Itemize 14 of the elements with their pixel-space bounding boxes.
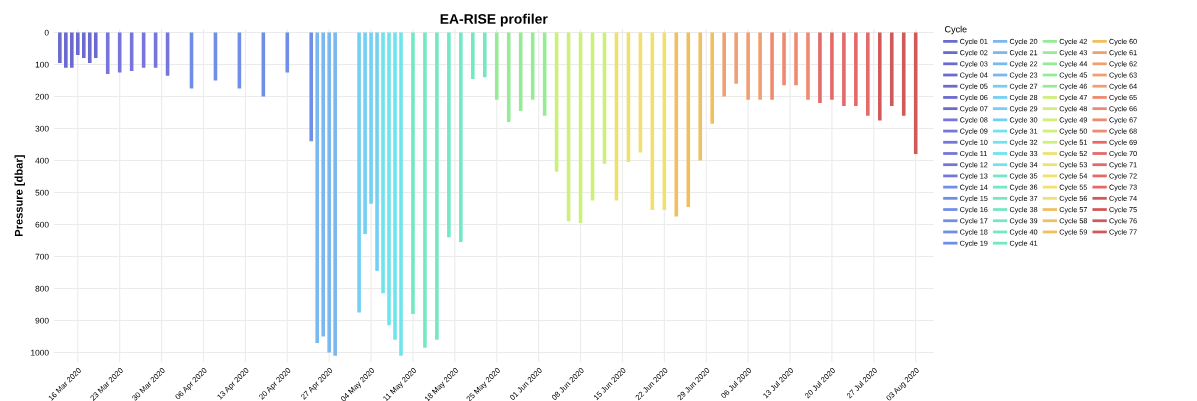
y-tick-label: 900 [35, 317, 49, 324]
y-tick-label: 500 [35, 189, 49, 196]
legend-title: Cycle [945, 25, 967, 35]
y-tick-label: 0 [44, 29, 49, 36]
y-tick-label: 600 [35, 221, 49, 228]
y-tick-label: 200 [35, 93, 49, 100]
y-tick-label: 800 [35, 285, 49, 292]
chart-title: EA-RISE profiler [440, 13, 548, 27]
y-tick-label: 300 [35, 125, 49, 132]
y-tick-label: 100 [35, 61, 49, 68]
y-axis-title: Pressure [dbar] [14, 155, 25, 237]
y-tick-label: 1000 [31, 349, 49, 356]
y-tick-label: 700 [35, 253, 49, 260]
y-tick-label: 400 [35, 157, 49, 164]
